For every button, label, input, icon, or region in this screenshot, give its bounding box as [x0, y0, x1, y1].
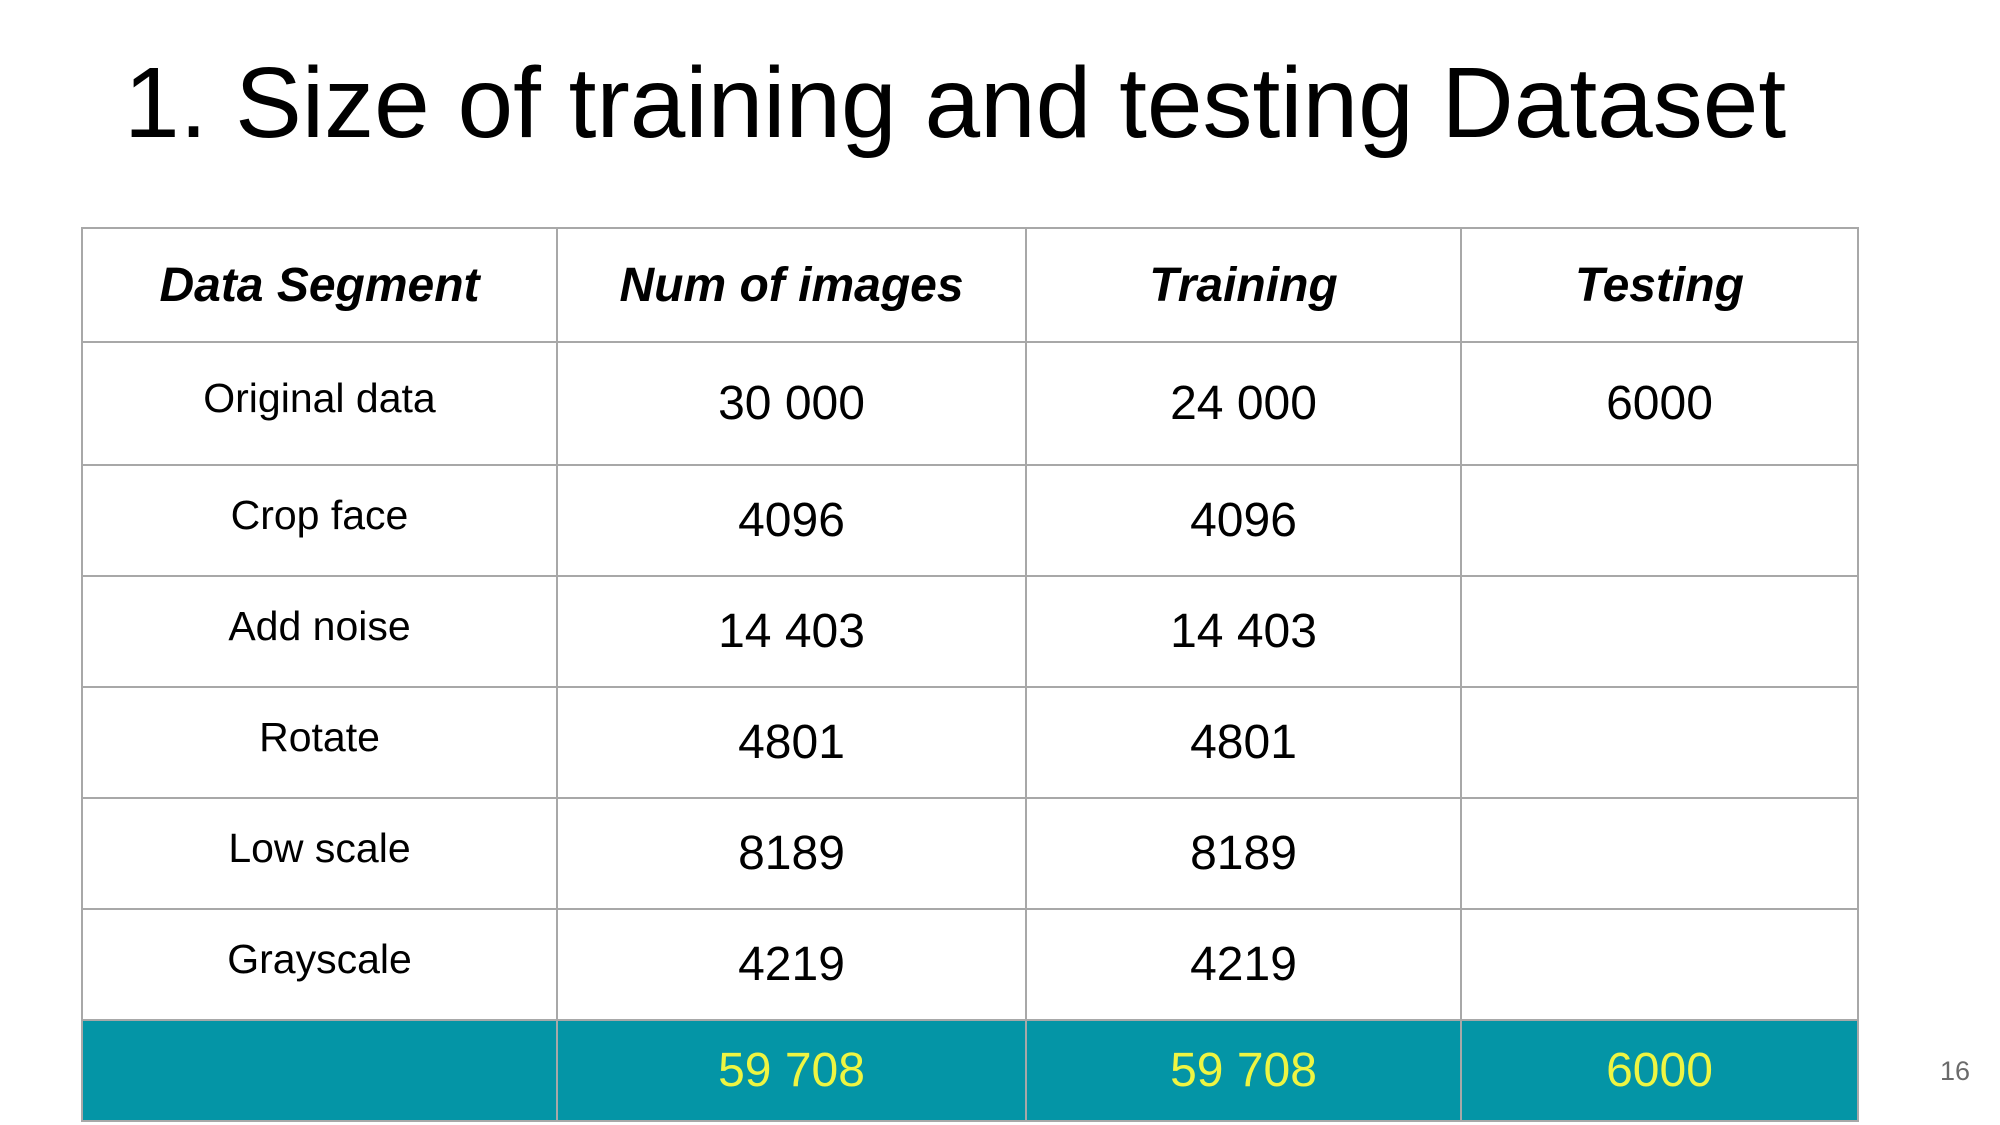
table-row: Original data 30 000 24 000 6000: [81, 341, 1859, 466]
cell-training: 8189: [1025, 797, 1462, 910]
cell-training: 4096: [1025, 464, 1462, 577]
slide-title: 1. Size of training and testing Dataset: [124, 47, 1787, 159]
cell-testing: [1460, 908, 1859, 1021]
cell-segment: Low scale: [81, 797, 558, 910]
cell-segment: Rotate: [81, 686, 558, 799]
cell-training: 4219: [1025, 908, 1462, 1021]
cell-testing: 6000: [1460, 341, 1859, 466]
cell-num-images: 4801: [556, 686, 1027, 799]
cell-num-images: 8189: [556, 797, 1027, 910]
dataset-size-table: Data Segment Num of images Training Test…: [81, 227, 1859, 1122]
total-row: 59 708 59 708 6000: [81, 1019, 1859, 1122]
header-num-of-images: Num of images: [556, 227, 1027, 343]
cell-segment: Add noise: [81, 575, 558, 688]
cell-segment: Grayscale: [81, 908, 558, 1021]
table-header-row: Data Segment Num of images Training Test…: [81, 227, 1859, 343]
total-cell-testing: 6000: [1460, 1019, 1859, 1122]
header-training: Training: [1025, 227, 1462, 343]
total-cell-segment: [81, 1019, 558, 1122]
cell-num-images: 14 403: [556, 575, 1027, 688]
table-row: Grayscale 4219 4219: [81, 908, 1859, 1021]
cell-testing: [1460, 464, 1859, 577]
cell-num-images: 4096: [556, 464, 1027, 577]
table-row: Add noise 14 403 14 403: [81, 575, 1859, 688]
cell-testing: [1460, 575, 1859, 688]
cell-segment: Original data: [81, 341, 558, 466]
cell-training: 4801: [1025, 686, 1462, 799]
cell-testing: [1460, 686, 1859, 799]
header-data-segment: Data Segment: [81, 227, 558, 343]
table-row: Rotate 4801 4801: [81, 686, 1859, 799]
cell-training: 24 000: [1025, 341, 1462, 466]
table-row: Crop face 4096 4096: [81, 464, 1859, 577]
total-cell-num-images: 59 708: [556, 1019, 1027, 1122]
total-cell-training: 59 708: [1025, 1019, 1462, 1122]
cell-training: 14 403: [1025, 575, 1462, 688]
header-testing: Testing: [1460, 227, 1859, 343]
table-row: Low scale 8189 8189: [81, 797, 1859, 910]
cell-segment: Crop face: [81, 464, 558, 577]
page-number: 16: [1939, 1056, 1970, 1086]
cell-testing: [1460, 797, 1859, 910]
cell-num-images: 4219: [556, 908, 1027, 1021]
cell-num-images: 30 000: [556, 341, 1027, 466]
